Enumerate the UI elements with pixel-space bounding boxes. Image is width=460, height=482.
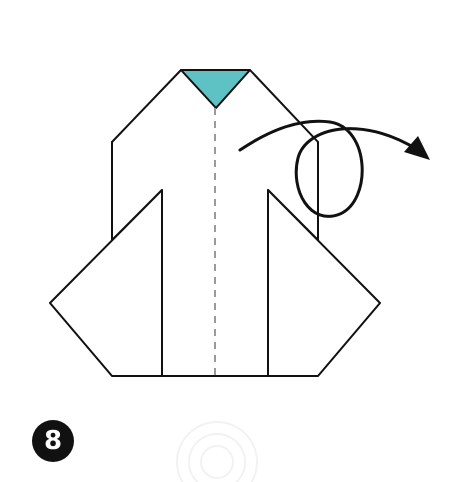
step-number-badge: 8 [32, 420, 74, 462]
top-teal-triangle [180, 69, 251, 109]
curved-loop-arrow-icon [238, 119, 430, 218]
watermark-logo-icon [176, 421, 258, 482]
step-number: 8 [43, 426, 63, 456]
left-lower-flap [49, 189, 163, 377]
right-lower-flap [267, 189, 381, 377]
